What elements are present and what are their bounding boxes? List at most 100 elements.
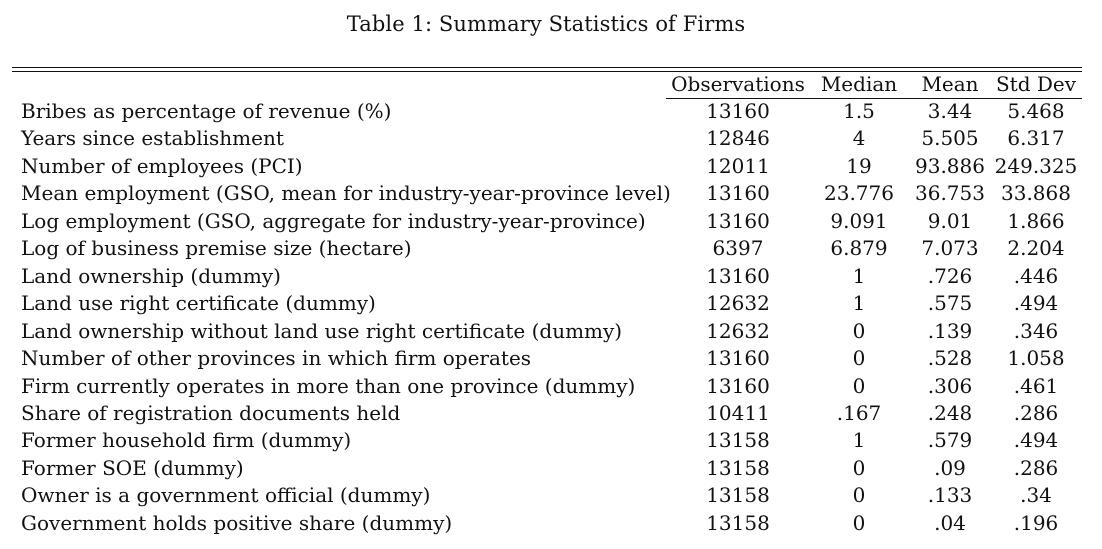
cell-std-dev: 33.868 <box>1001 181 1071 206</box>
cell-observations: 13160 <box>706 346 770 371</box>
cell-std-dev: .494 <box>1013 428 1059 453</box>
cell-median: 0 <box>852 455 866 480</box>
cell-std-dev: 6.317 <box>1007 126 1065 151</box>
cell-mean: .575 <box>927 291 973 316</box>
cell-mean: .133 <box>927 483 973 508</box>
row-label: Mean employment (GSO, mean for industry-… <box>21 181 671 206</box>
cell-median: 6.879 <box>830 236 888 261</box>
cell-observations: 10411 <box>706 400 770 425</box>
row-label: Log employment (GSO, aggregate for indus… <box>21 208 646 233</box>
row-label: Former SOE (dummy) <box>21 455 244 480</box>
table-caption: Table 1: Summary Statistics of Firms <box>346 12 746 36</box>
cell-observations: 13160 <box>706 99 770 123</box>
cell-mean: 7.073 <box>921 236 979 261</box>
column-header-std-dev: Std Dev <box>995 72 1077 96</box>
table-row: Government holds positive share (dummy) 1… <box>0 510 1102 537</box>
cell-std-dev: .446 <box>1013 263 1059 288</box>
cell-std-dev: .461 <box>1013 373 1059 398</box>
table-row: Firm currently operates in more than one… <box>0 373 1102 400</box>
table-row: Years since establishment 12846 4 5.505 6.31… <box>0 125 1102 152</box>
cell-observations: 12011 <box>706 153 770 178</box>
cell-median: 9.091 <box>830 208 888 233</box>
cell-std-dev: .34 <box>1020 483 1052 508</box>
cell-median: 0 <box>852 346 866 371</box>
table-row: Log employment (GSO, aggregate for indus… <box>0 208 1102 235</box>
table-row: Owner is a government official (dummy) 13… <box>0 482 1102 509</box>
table-row: Former household firm (dummy) 13158 1 .579.… <box>0 427 1102 454</box>
row-label: Bribes as percentage of revenue (%) <box>21 99 392 123</box>
cell-median: 23.776 <box>824 181 894 206</box>
table-row: Mean employment (GSO, mean for industry-… <box>0 180 1102 207</box>
table-row: Log of business premise size (hectare) 63… <box>0 235 1102 262</box>
cell-observations: 13160 <box>706 373 770 398</box>
cell-median: 4 <box>852 126 866 151</box>
cell-std-dev: 1.058 <box>1007 346 1065 371</box>
cell-mean: .306 <box>927 373 973 398</box>
row-label: Government holds positive share (dummy) <box>21 510 453 535</box>
cell-observations: 13160 <box>706 181 770 206</box>
cell-mean: 9.01 <box>927 208 973 233</box>
row-label: Land use right certificate (dummy) <box>21 291 376 316</box>
row-label: Owner is a government official (dummy) <box>21 483 431 508</box>
cell-std-dev: 249.325 <box>994 153 1078 178</box>
cell-observations: 12632 <box>706 291 770 316</box>
cell-mean: 5.505 <box>921 126 979 151</box>
cell-mean: .04 <box>934 510 966 535</box>
cell-observations: 12846 <box>706 126 770 151</box>
cell-median: .167 <box>836 400 882 425</box>
cell-std-dev: 1.866 <box>1007 208 1065 233</box>
cell-median: 1.5 <box>843 99 875 123</box>
cell-median: 1 <box>852 263 866 288</box>
cell-median: 1 <box>852 291 866 316</box>
column-header-observations: Observations <box>671 72 805 96</box>
cell-observations: 13160 <box>706 208 770 233</box>
row-label: Number of employees (PCI) <box>21 153 303 178</box>
table-row: Share of registration documents held 1041… <box>0 400 1102 427</box>
cell-median: 0 <box>852 483 866 508</box>
cell-observations: 13158 <box>706 483 770 508</box>
row-label: Former household firm (dummy) <box>21 428 352 453</box>
cell-observations: 6397 <box>712 236 764 261</box>
cell-observations: 13160 <box>706 263 770 288</box>
cell-observations: 13158 <box>706 455 770 480</box>
cell-median: 19 <box>846 153 872 178</box>
cell-median: 1 <box>852 428 866 453</box>
table-row: Bribes as percentage of revenue (%) 13160… <box>0 98 1102 125</box>
row-label: Number of other provinces in which firm … <box>21 346 532 371</box>
header-underline <box>666 98 1082 99</box>
cell-std-dev: .286 <box>1013 400 1059 425</box>
table-row: Former SOE (dummy) 13158 0 .09 .286 <box>0 455 1102 482</box>
row-label: Share of registration documents held <box>21 400 401 425</box>
cell-median: 0 <box>852 373 866 398</box>
row-label: Land ownership (dummy) <box>21 263 281 288</box>
cell-std-dev: .494 <box>1013 291 1059 316</box>
cell-mean: .139 <box>927 318 973 343</box>
cell-std-dev: 2.204 <box>1007 236 1065 261</box>
cell-std-dev: .286 <box>1013 455 1059 480</box>
cell-observations: 13158 <box>706 510 770 535</box>
cell-mean: .09 <box>934 455 966 480</box>
table-row: Number of employees (PCI) 12011 19 93.886 24… <box>0 153 1102 180</box>
row-label: Firm currently operates in more than one… <box>21 373 636 398</box>
row-label: Log of business premise size (hectare) <box>21 236 412 261</box>
cell-mean: 36.753 <box>915 181 985 206</box>
cell-mean: .248 <box>927 400 973 425</box>
cell-median: 0 <box>852 318 866 343</box>
cell-mean: 3.44 <box>927 99 973 123</box>
table-row: Land ownership without land use right ce… <box>0 318 1102 345</box>
cell-mean: 93.886 <box>915 153 985 178</box>
cell-std-dev: 5.468 <box>1007 99 1065 123</box>
table-header-row: Observations Median Mean Std Dev <box>0 71 1102 98</box>
cell-mean: .528 <box>927 346 973 371</box>
cell-median: 0 <box>852 510 866 535</box>
cell-mean: .726 <box>927 263 973 288</box>
cell-observations: 12632 <box>706 318 770 343</box>
row-label: Years since establishment <box>21 126 284 151</box>
cell-mean: .579 <box>927 428 973 453</box>
cell-std-dev: .346 <box>1013 318 1059 343</box>
table-row: Land ownership (dummy) 13160 1 .726 .446 <box>0 263 1102 290</box>
column-header-mean: Mean <box>921 72 979 96</box>
cell-observations: 13158 <box>706 428 770 453</box>
cell-std-dev: .196 <box>1013 510 1059 535</box>
row-label: Land ownership without land use right ce… <box>21 318 623 343</box>
